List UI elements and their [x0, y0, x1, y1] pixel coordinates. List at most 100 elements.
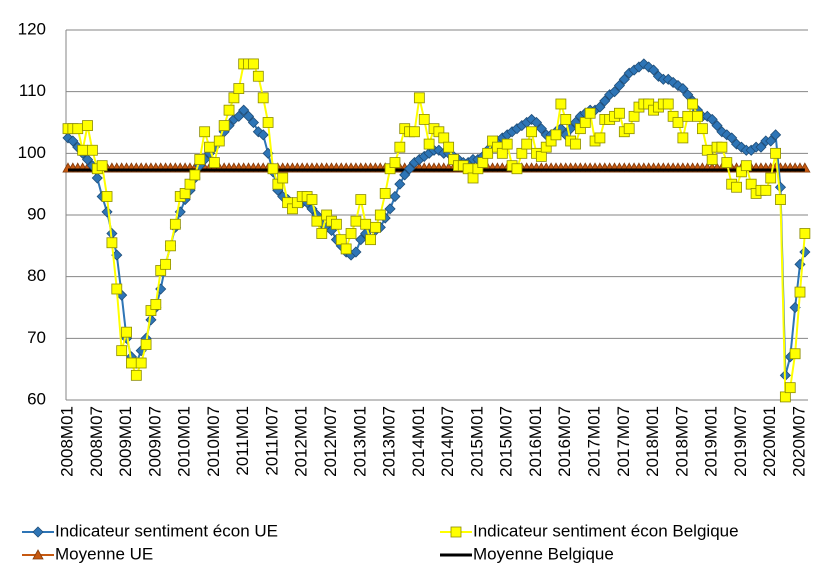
x-tick-label: 2011M01 — [233, 406, 252, 476]
marker — [716, 141, 728, 153]
x-tick-label: 2015M07 — [497, 406, 516, 477]
marker — [570, 138, 581, 150]
marker — [794, 286, 806, 298]
marker — [535, 151, 547, 162]
marker — [350, 215, 362, 227]
marker — [770, 147, 781, 159]
marker — [648, 64, 660, 76]
marker — [96, 160, 108, 172]
marker — [257, 92, 269, 104]
marker — [501, 138, 513, 150]
y-tick-label: 100 — [18, 143, 46, 162]
marker — [672, 117, 684, 128]
marker — [350, 246, 362, 258]
marker — [623, 123, 635, 135]
marker — [613, 79, 626, 92]
marker — [130, 369, 142, 381]
marker — [81, 153, 94, 166]
marker — [179, 188, 191, 199]
marker — [399, 169, 411, 181]
marker — [594, 101, 606, 113]
x-tick-label: 2020M07 — [789, 406, 808, 477]
y-tick-label: 110 — [19, 81, 46, 100]
marker — [667, 76, 679, 88]
marker — [374, 209, 386, 221]
x-tick-label: 2011M07 — [262, 406, 281, 476]
x-tick-label: 2017M01 — [585, 406, 604, 477]
marker — [740, 160, 752, 172]
marker — [755, 141, 767, 153]
marker — [306, 194, 318, 205]
marker — [745, 178, 757, 190]
marker — [555, 98, 567, 110]
marker — [316, 228, 328, 239]
marker — [345, 228, 357, 239]
marker — [252, 70, 264, 82]
marker — [189, 169, 201, 181]
y-tick-label: 120 — [18, 19, 46, 38]
marker — [584, 107, 596, 119]
marker — [760, 184, 772, 196]
x-tick-label: 2009M01 — [116, 406, 135, 477]
marker — [135, 357, 147, 369]
marker — [106, 237, 118, 249]
marker — [662, 98, 674, 110]
marker — [496, 147, 508, 159]
marker — [550, 129, 562, 141]
marker — [677, 83, 689, 95]
marker — [62, 132, 74, 144]
marker — [521, 138, 533, 150]
marker — [560, 114, 572, 125]
marker — [379, 188, 391, 199]
marker — [535, 123, 547, 135]
marker — [330, 218, 342, 230]
marker — [360, 218, 372, 230]
x-tick-label: 2012M07 — [321, 406, 340, 477]
x-tick-label: 2010M01 — [175, 406, 194, 477]
x-tick-label: 2020M01 — [760, 406, 779, 477]
marker — [443, 141, 455, 153]
marker — [208, 157, 220, 168]
marker — [389, 190, 401, 203]
marker — [735, 141, 748, 153]
marker — [394, 141, 406, 153]
marker — [77, 144, 89, 156]
marker — [169, 218, 181, 230]
marker — [213, 135, 225, 147]
marker — [370, 221, 381, 233]
marker — [242, 110, 255, 122]
x-tick-label: 2018M07 — [672, 406, 691, 477]
marker — [765, 172, 777, 184]
marker — [775, 194, 786, 205]
marker — [160, 258, 172, 270]
marker — [692, 110, 703, 122]
marker — [340, 243, 352, 255]
marker — [87, 144, 98, 156]
marker — [628, 110, 640, 122]
marker — [765, 135, 777, 147]
marker — [726, 132, 738, 144]
marker — [482, 147, 494, 159]
x-tick-label: 2016M01 — [526, 406, 545, 477]
marker — [267, 163, 279, 175]
marker — [204, 141, 215, 153]
marker — [72, 123, 84, 135]
legend-label: Moyenne Belgique — [473, 544, 614, 563]
marker — [701, 144, 713, 156]
marker — [365, 234, 376, 246]
marker — [711, 120, 723, 132]
marker — [199, 126, 211, 138]
marker — [614, 107, 625, 119]
marker — [799, 246, 811, 258]
marker — [511, 163, 523, 175]
marker — [194, 154, 206, 165]
marker — [140, 339, 152, 350]
marker — [526, 113, 538, 125]
x-tick-label: 2009M07 — [145, 406, 164, 477]
marker — [638, 58, 650, 70]
marker — [706, 154, 718, 165]
marker — [126, 357, 137, 369]
marker — [409, 126, 420, 138]
legend-label: Indicateur sentiment écon Belgique — [473, 521, 739, 540]
marker — [579, 117, 591, 128]
